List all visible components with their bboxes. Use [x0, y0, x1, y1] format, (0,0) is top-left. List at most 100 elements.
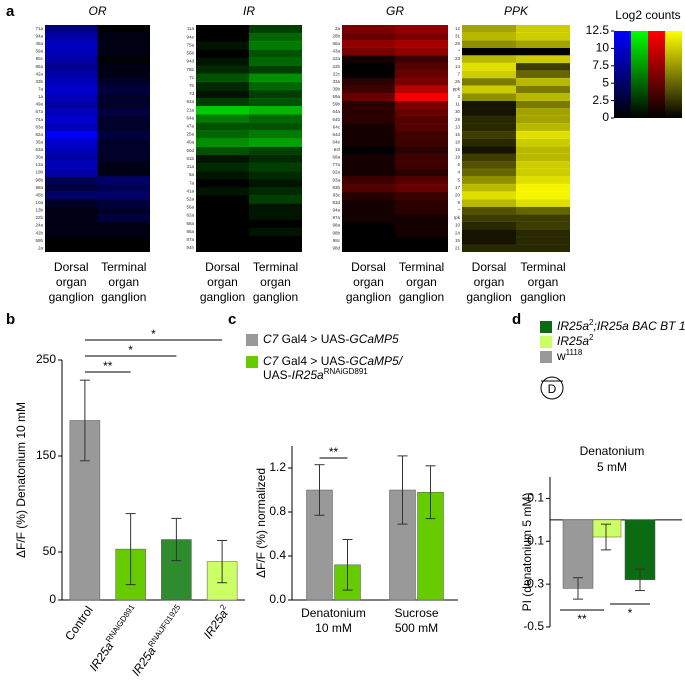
row-label: 20	[455, 192, 461, 197]
heatmap-cell	[462, 108, 516, 117]
heatmap-cell	[249, 170, 302, 180]
heatmap-cell	[395, 55, 448, 64]
heatmap-cell	[395, 40, 448, 48]
y-axis-label: PI (denatonium 5 mM)	[520, 493, 534, 612]
column-label: ganglion	[399, 290, 444, 304]
row-label: 49a	[35, 102, 43, 107]
heatmap-cell	[462, 168, 516, 177]
row-label: 94a	[35, 34, 43, 39]
column-label: ganglion	[346, 290, 391, 304]
heatmap-cell	[249, 195, 302, 204]
row-label: 66a	[332, 41, 340, 46]
colorbar-strip	[648, 31, 665, 118]
heatmap-cell	[462, 62, 516, 71]
heatmap-cell	[342, 153, 395, 162]
heatmap-cell	[45, 161, 98, 170]
heatmap-cell	[97, 70, 150, 79]
heatmap-cell	[249, 187, 302, 196]
row-label: 85a	[35, 64, 43, 69]
colorbar-tick-label: 7.5	[592, 58, 609, 72]
row-label: 47a	[186, 124, 194, 129]
column-label: ganglion	[466, 290, 511, 304]
heatmap-cell	[395, 25, 448, 33]
row-label: 85c	[36, 56, 44, 61]
x-tick-label: Sucrose	[394, 606, 438, 620]
heatmap-cell	[196, 179, 249, 187]
row-label: 10a	[35, 200, 43, 205]
column-label: organ	[474, 275, 505, 289]
heatmap-cell	[196, 211, 249, 219]
panel-label: d	[512, 311, 521, 328]
row-label: 7c	[189, 75, 195, 80]
y-tick-label: 0.4	[269, 548, 286, 562]
row-label: 39b	[332, 87, 340, 92]
heatmap-cell	[395, 244, 448, 252]
row-label: 31	[455, 34, 461, 39]
heatmap-cell	[342, 183, 395, 192]
row-label: 93c	[333, 192, 341, 197]
heatmap-cell	[395, 237, 448, 245]
heatmap-cell	[342, 108, 395, 117]
heatmap-cell	[342, 206, 395, 215]
legend-label: C7 Gal4 > UAS-GCaMP5/	[263, 354, 404, 368]
heatmap-cell	[342, 25, 395, 33]
row-label: 33a	[332, 79, 340, 84]
row-label: 31a	[186, 164, 194, 169]
text-part: 2	[218, 602, 228, 611]
text-part: IR25a	[129, 644, 159, 679]
heatmap-cell	[45, 40, 98, 48]
heatmap-cell	[395, 32, 448, 41]
heatmap-cell	[97, 138, 150, 147]
heatmap-cell	[196, 195, 249, 203]
row-label: 3	[457, 94, 460, 99]
row-label: 64e	[332, 139, 340, 144]
y-tick-label: 1.2	[269, 460, 286, 474]
text-part: IR25a	[292, 368, 324, 382]
row-label: 98c	[333, 238, 341, 243]
heatmap-cell	[45, 100, 98, 109]
y-axis-label: ΔF/F (%) Denatonium 10 mM	[14, 402, 28, 558]
heatmap-cell	[97, 146, 150, 154]
heatmap-cell	[196, 33, 249, 41]
row-label: 68a	[332, 155, 340, 160]
row-label: 33b	[35, 79, 43, 84]
heatmap-cell	[196, 244, 249, 252]
text-part: IR25a	[87, 639, 117, 674]
row-label: 17	[455, 185, 461, 190]
heatmap-cell	[395, 168, 448, 177]
heatmap-cell	[196, 170, 249, 180]
heatmap-cell	[196, 236, 249, 244]
heatmap-cell	[342, 32, 395, 41]
heatmap-cell	[516, 161, 570, 170]
heatmap-cell	[395, 146, 448, 154]
heatmap-cell	[249, 162, 302, 172]
heatmap-cell	[196, 49, 249, 57]
heatmap-cell	[395, 221, 448, 230]
row-label: 75a	[186, 42, 194, 47]
row-label: 67a	[35, 109, 43, 114]
heatmap-cell	[516, 93, 570, 101]
heatmap-cell	[516, 55, 570, 64]
colorbar-strip	[665, 31, 682, 118]
heatmap-cell	[97, 85, 150, 94]
heatmap-cell	[97, 108, 150, 117]
text-part: IR25a	[201, 607, 231, 642]
row-label: 64f	[334, 147, 341, 152]
error-bar	[397, 455, 408, 525]
legend-swatch	[246, 334, 258, 346]
heatmap-cell	[516, 70, 570, 79]
heatmap-cell	[342, 237, 395, 245]
symbol-label: D	[548, 382, 557, 396]
row-label: 7a	[38, 87, 44, 92]
row-label: 98b	[35, 177, 43, 182]
heatmap-cell	[516, 221, 570, 230]
column-label: organ	[56, 275, 87, 289]
heatmap-cell	[516, 32, 570, 41]
heatmap-cell	[196, 89, 249, 99]
significance-label: **	[103, 359, 113, 373]
heatmap-cell	[462, 214, 516, 223]
heatmap-cell	[516, 168, 570, 177]
heatmap-cell	[45, 123, 98, 132]
row-label: 19b	[35, 170, 43, 175]
